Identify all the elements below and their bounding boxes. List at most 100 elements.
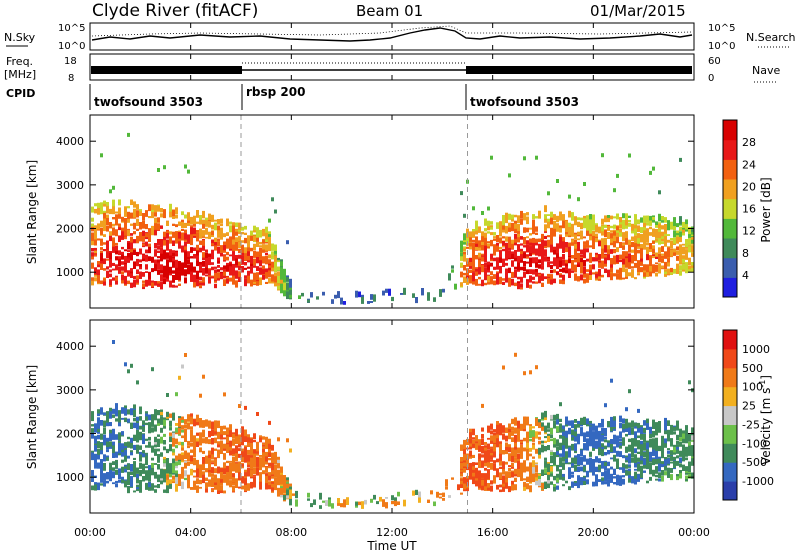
power-data-cell xyxy=(487,226,490,231)
power-data-cell xyxy=(112,243,115,247)
power-data-cell xyxy=(262,244,265,250)
power-data-cell xyxy=(553,224,556,228)
vel-data-cell xyxy=(643,420,646,426)
vel-data-cell xyxy=(259,461,262,470)
power-data-cell xyxy=(682,232,685,236)
power-data-cell xyxy=(538,272,541,280)
power-data-cell xyxy=(121,216,124,222)
power-data-cell xyxy=(268,278,271,284)
vel-data-cell xyxy=(652,449,655,456)
power-data-cell xyxy=(511,214,514,220)
power-data-cell xyxy=(250,255,253,260)
vel-data-cell xyxy=(379,496,382,502)
vel-data-cell xyxy=(532,430,535,438)
vel-data-cell xyxy=(142,437,145,444)
power-data-cell xyxy=(499,257,502,263)
power-data-cell xyxy=(646,251,649,255)
power-data-cell xyxy=(256,278,259,286)
vel-data-cell xyxy=(625,470,628,476)
vel-data-cell xyxy=(238,472,241,478)
vel-data-cell xyxy=(673,456,676,461)
vel-data-cell xyxy=(214,420,217,428)
power-data-layer xyxy=(91,115,694,308)
power-data-cell xyxy=(109,235,112,242)
vel-sparse-cell xyxy=(529,370,532,375)
power-data-cell xyxy=(148,204,151,212)
power-data-cell xyxy=(517,282,520,290)
power-data-cell xyxy=(184,248,187,252)
power-data-cell xyxy=(505,262,508,266)
power-data-cell xyxy=(622,277,625,280)
vel-data-cell xyxy=(265,436,268,443)
power-data-cell xyxy=(256,268,259,271)
vel-data-cell xyxy=(175,438,178,445)
power-data-cell xyxy=(541,259,544,262)
vel-data-cell xyxy=(220,479,223,486)
vel-data-cell xyxy=(169,413,172,418)
power-data-cell xyxy=(664,271,667,274)
power-data-cell xyxy=(622,213,625,219)
vel-data-cell xyxy=(469,432,472,439)
power-data-cell xyxy=(604,224,607,228)
power-data-cell xyxy=(238,241,241,249)
vel-data-cell xyxy=(493,435,496,443)
vel-data-cell xyxy=(169,420,172,427)
power-data-cell xyxy=(124,275,127,280)
power-data-cell xyxy=(97,263,100,267)
vel-sparse-cell xyxy=(124,362,127,367)
vel-data-cell xyxy=(688,441,691,448)
vel-data-cell xyxy=(268,438,271,446)
vel-data-cell xyxy=(151,448,154,452)
power-data-cell xyxy=(283,268,286,274)
vel-data-cell xyxy=(130,422,133,429)
power-data-cell xyxy=(544,230,547,233)
vel-data-cell xyxy=(151,447,154,450)
power-colorbar-tick-label: 8 xyxy=(742,247,749,260)
power-data-cell xyxy=(247,251,250,257)
power-data-cell xyxy=(268,270,271,274)
vel-sparse-cell xyxy=(625,407,628,412)
vel-data-cell xyxy=(490,448,493,453)
power-data-cell xyxy=(238,261,241,267)
vel-data-cell xyxy=(229,469,232,473)
power-data-cell xyxy=(289,280,292,288)
power-data-cell xyxy=(658,253,661,258)
power-data-cell xyxy=(97,238,100,241)
vel-data-cell xyxy=(103,463,106,471)
power-data-cell xyxy=(625,251,628,257)
power-data-cell xyxy=(646,239,649,243)
vel-data-cell xyxy=(190,455,193,462)
vel-data-cell xyxy=(271,444,274,451)
vel-data-cell xyxy=(217,444,220,448)
vel-data-cell xyxy=(118,417,121,423)
vel-data-cell xyxy=(571,471,574,475)
vel-data-cell xyxy=(133,461,136,466)
power-data-cell xyxy=(112,199,115,208)
power-data-cell xyxy=(154,211,157,217)
power-data-cell xyxy=(142,213,145,219)
vel-data-cell xyxy=(502,469,505,472)
power-data-cell xyxy=(181,223,184,228)
vel-data-cell xyxy=(586,444,589,448)
vel-data-cell xyxy=(148,482,151,488)
vel-data-cell xyxy=(631,457,634,463)
vel-data-cell xyxy=(169,469,172,474)
power-data-cell xyxy=(526,244,529,253)
vel-data-cell xyxy=(634,455,637,463)
vel-data-cell xyxy=(469,469,472,473)
power-data-cell xyxy=(499,278,502,285)
vel-data-cell xyxy=(187,445,190,449)
power-data-cell xyxy=(226,268,229,270)
power-data-cell xyxy=(175,224,178,228)
vel-data-cell xyxy=(187,461,190,466)
vel-data-cell xyxy=(556,418,559,425)
vel-data-cell xyxy=(547,429,550,432)
power-data-cell xyxy=(151,209,154,212)
vel-data-cell xyxy=(634,454,637,457)
vel-data-cell xyxy=(580,461,583,466)
vel-data-cell xyxy=(103,438,106,446)
power-data-cell xyxy=(664,224,667,231)
vel-data-cell xyxy=(616,451,619,456)
power-data-cell xyxy=(142,243,145,246)
velocity-colorbar-swatch xyxy=(723,443,737,463)
